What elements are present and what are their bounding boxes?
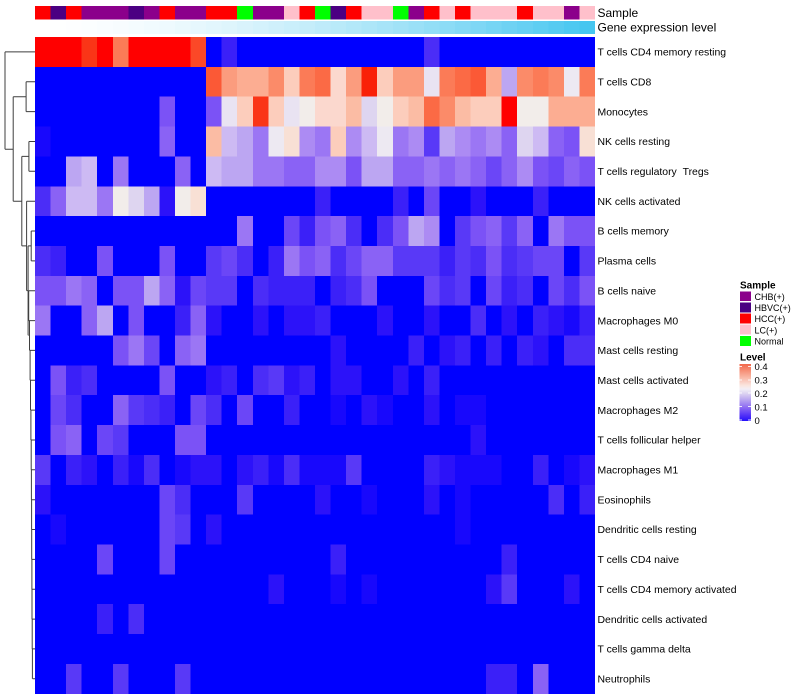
svg-text:Macrophages M0: Macrophages M0 — [598, 316, 679, 327]
svg-text:Macrophages M1: Macrophages M1 — [598, 466, 679, 477]
svg-text:Gene expression level: Gene expression level — [598, 21, 717, 35]
svg-text:0: 0 — [755, 416, 760, 427]
svg-text:Normal: Normal — [755, 337, 784, 347]
svg-text:T cells gamma delta: T cells gamma delta — [598, 645, 691, 656]
svg-text:Dendritic cells resting: Dendritic cells resting — [598, 525, 697, 536]
svg-text:Mast cells resting: Mast cells resting — [598, 346, 679, 357]
svg-text:Monocytes: Monocytes — [598, 107, 648, 118]
svg-text:Macrophages M2: Macrophages M2 — [598, 406, 679, 417]
svg-text:Sample: Sample — [598, 6, 639, 20]
svg-text:0.2: 0.2 — [755, 389, 768, 400]
svg-text:T cells CD8: T cells CD8 — [598, 77, 652, 88]
svg-text:0.4: 0.4 — [755, 362, 768, 373]
svg-text:T cells follicular helper: T cells follicular helper — [598, 436, 702, 447]
svg-text:NK cells resting: NK cells resting — [598, 137, 671, 148]
svg-text:CHB(+): CHB(+) — [755, 292, 785, 302]
svg-text:HCC(+): HCC(+) — [755, 314, 786, 324]
svg-text:T cells CD4 memory resting: T cells CD4 memory resting — [598, 48, 727, 59]
svg-text:HBVC(+): HBVC(+) — [755, 303, 791, 313]
svg-text:0.1: 0.1 — [755, 402, 768, 413]
svg-text:Eosinophils: Eosinophils — [598, 495, 651, 506]
svg-text:Plasma cells: Plasma cells — [598, 257, 657, 268]
svg-text:B cells memory: B cells memory — [598, 227, 670, 238]
svg-text:NK cells activated: NK cells activated — [598, 197, 681, 208]
svg-text:Mast cells activated: Mast cells activated — [598, 376, 689, 387]
svg-text:Dendritic cells activated: Dendritic cells activated — [598, 615, 708, 626]
svg-text:Level: Level — [740, 352, 766, 363]
svg-text:B cells naive: B cells naive — [598, 286, 657, 297]
svg-text:0.3: 0.3 — [755, 376, 768, 387]
svg-text:LC(+): LC(+) — [755, 325, 778, 335]
svg-text:T cells CD4 naive: T cells CD4 naive — [598, 555, 680, 566]
svg-text:T cells regulatory Tregs: T cells regulatory Tregs — [598, 167, 709, 178]
svg-text:T cells CD4 memory activated: T cells CD4 memory activated — [598, 585, 737, 596]
svg-text:Sample: Sample — [740, 281, 776, 292]
svg-text:Neutrophils: Neutrophils — [598, 674, 651, 685]
